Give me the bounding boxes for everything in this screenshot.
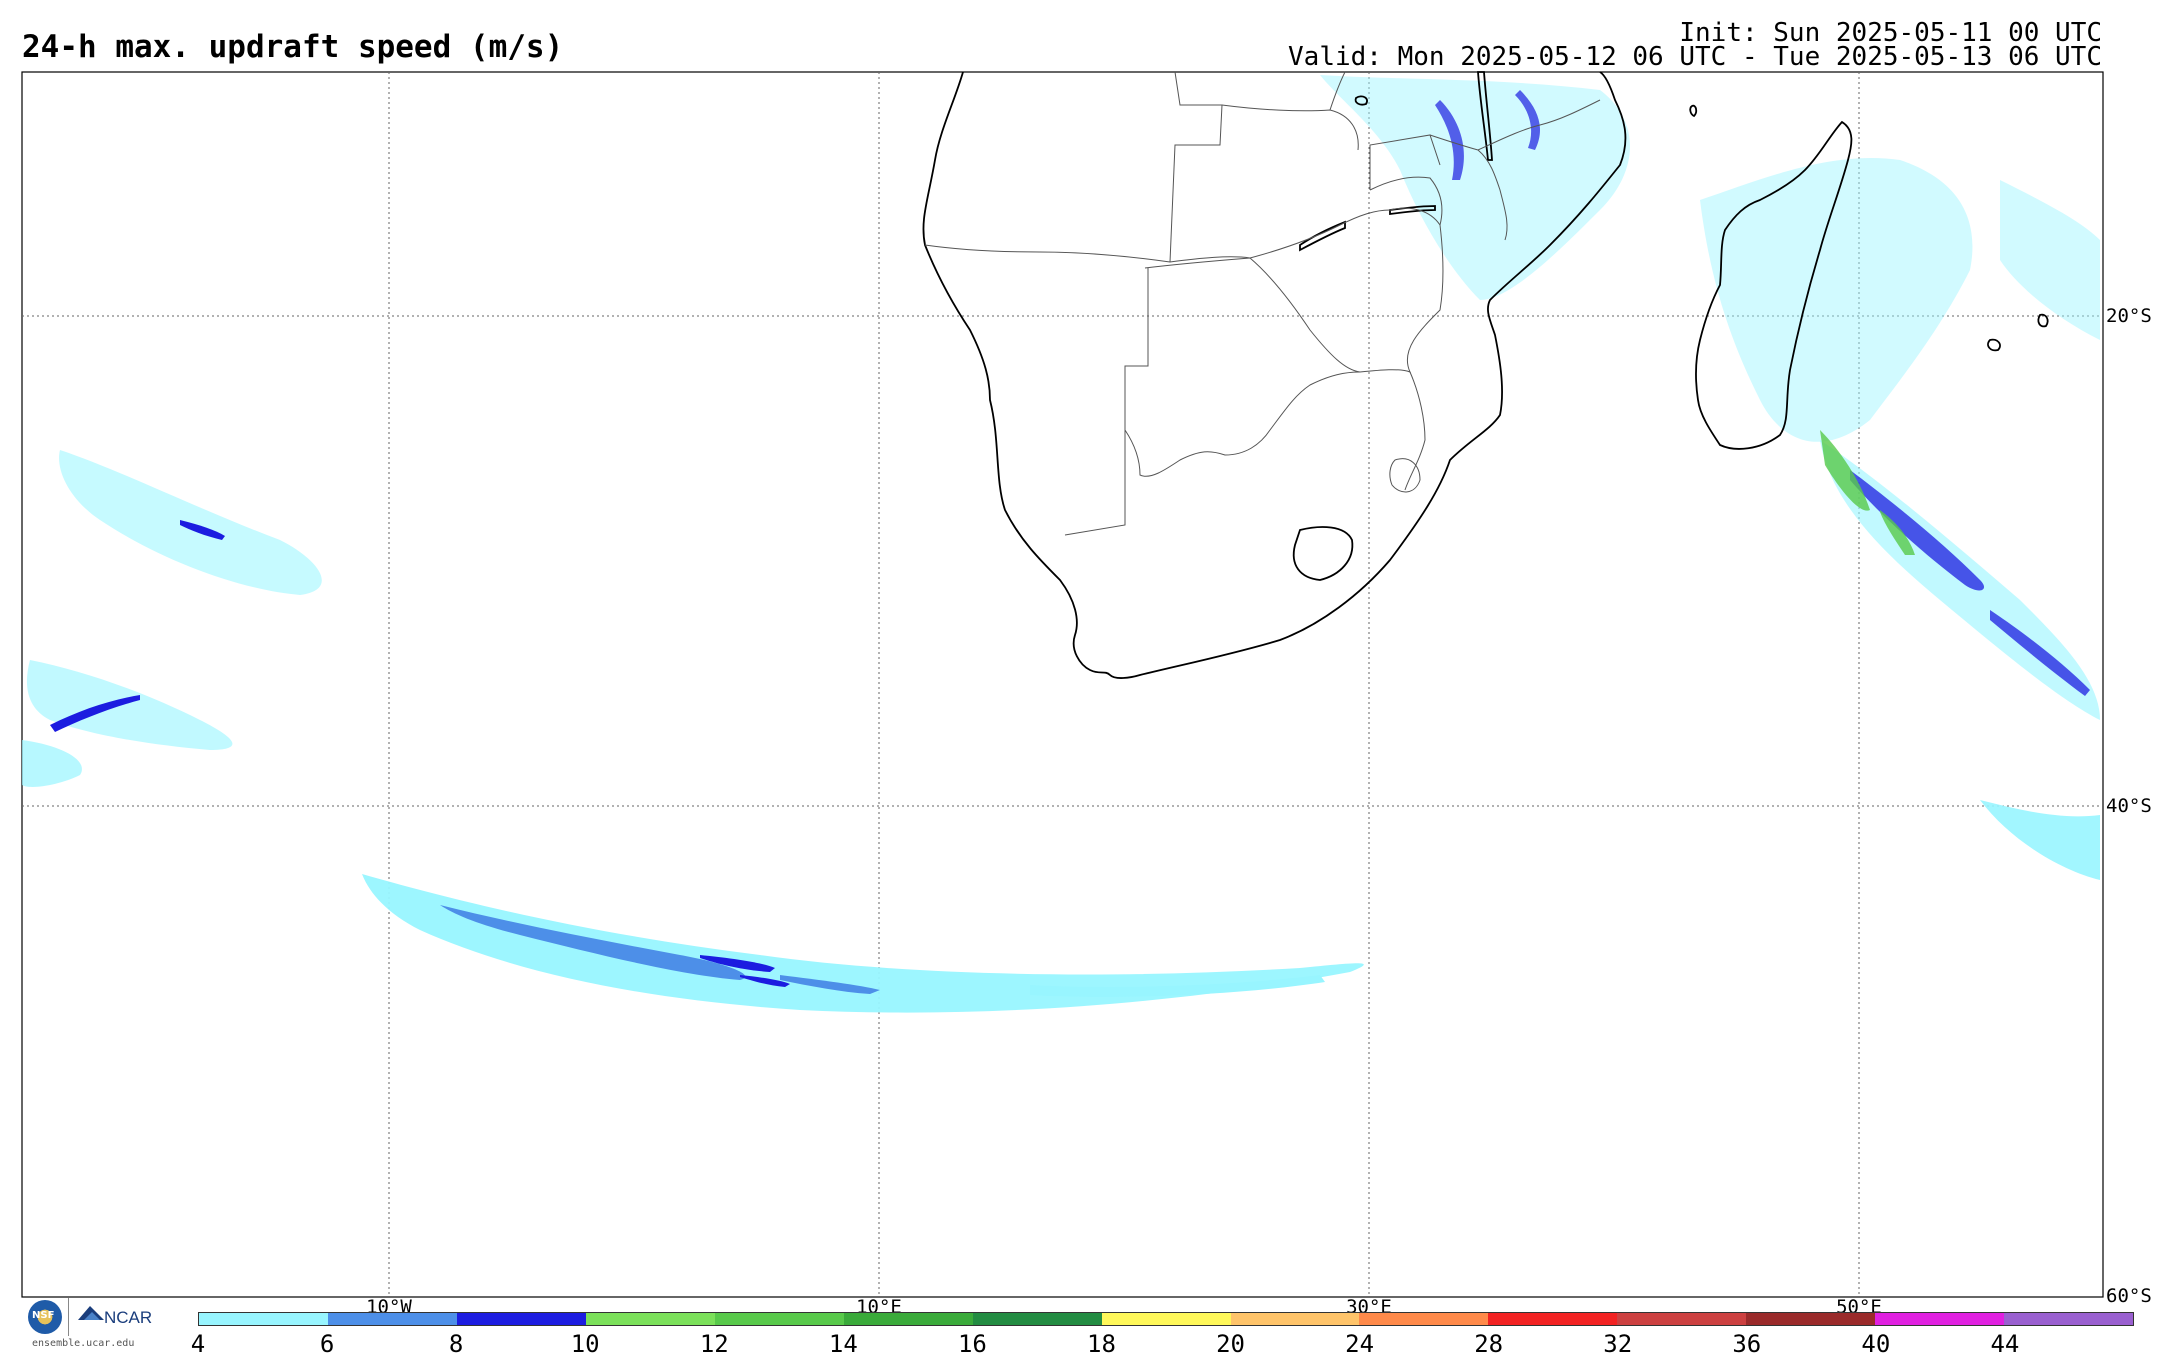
gridlines [22,72,2103,1297]
mauritius [2037,313,2049,328]
lat-label-60s: 60°S [2106,1285,2152,1307]
madagascar-coast [1695,120,1853,450]
lesotho [1292,526,1354,581]
colorbar-tick-label: 14 [828,1330,858,1358]
colorbar-segment [1488,1313,1618,1325]
colorbar-segment [1230,1313,1360,1325]
updraft-field-madagascar-core [1850,470,2090,696]
updraft-field-west [22,450,322,787]
updraft-field-madagascar-green [1820,430,1915,555]
updraft-field-east-africa [1320,75,1630,300]
updraft-field-band-south-core [440,905,880,994]
colorbar-segment [1875,1313,2005,1325]
country-borders [924,71,1601,536]
ncar-logo-text: NCAR [104,1308,153,1327]
updraft-field-band-south-max [700,955,790,987]
updraft-field-east-indian [2000,180,2100,340]
colorbar-tick-label: 10 [570,1330,600,1358]
map-title: 24-h max. updraft speed (m/s) [22,29,564,65]
colorbar-tick-label: 12 [699,1330,729,1358]
colorbar-segment [1101,1313,1231,1325]
colorbar-segment [972,1313,1102,1325]
updraft-field-east-africa-core [1435,90,1540,180]
colorbar-tick-label: 36 [1732,1330,1762,1358]
lake-malawi [1477,71,1493,161]
updraft-field-west-core [50,520,225,732]
valid-period: Valid: Mon 2025-05-12 06 UTC - Tue 2025-… [1288,42,2102,72]
colorbar-segment [199,1313,328,1325]
colorbar-tick-label: 18 [1087,1330,1116,1358]
lat-label-40s: 40°S [2106,795,2152,817]
colorbar-tick-label: 28 [1474,1330,1504,1358]
lake-victoria-edge [1354,95,1368,106]
colorbar-tick-label: 6 [319,1330,335,1358]
colorbar-segment [585,1313,715,1325]
updraft-field-band-south [362,874,1364,1013]
colorbar [198,1312,2134,1326]
comoros [1689,104,1698,118]
colorbar-tick-label: 32 [1603,1330,1633,1358]
colorbar-tick-label: 20 [1216,1330,1245,1358]
colorbar-segment [1617,1313,1747,1325]
colorbar-tick-label: 16 [957,1330,987,1358]
lat-label-20s: 20°S [2106,305,2152,327]
colorbar-segment [1359,1313,1489,1325]
colorbar-tick-label: 8 [448,1330,464,1358]
nsf-logo-text: NSF [32,1310,55,1321]
coastlines [922,71,2049,679]
colorbar-tick-label: 24 [1345,1330,1375,1358]
nsf-logo [28,1300,62,1334]
init-time: Init: Sun 2025-05-11 00 UTC [1679,18,2102,48]
africa-coast [922,71,1627,679]
colorbar-segment [2004,1313,2134,1325]
colorbar-segment [456,1313,586,1325]
colorbar-segment [843,1313,973,1325]
reunion [1987,338,2001,352]
colorbar-tick-label: 4 [190,1330,206,1358]
logo-divider [68,1298,69,1336]
colorbar-segment [1746,1313,1876,1325]
colorbar-tick-label: 40 [1861,1330,1891,1358]
ncar-icon [78,1306,104,1320]
colorbar-tick-label: 44 [1990,1330,2020,1358]
site-url[interactable]: ensemble.ucar.edu [32,1338,135,1349]
colorbar-segment [327,1313,457,1325]
colorbar-segment [714,1313,844,1325]
credits-logos: NSF NCAR ensemble.ucar.edu [22,1296,162,1352]
map-frame [21,71,2104,1298]
